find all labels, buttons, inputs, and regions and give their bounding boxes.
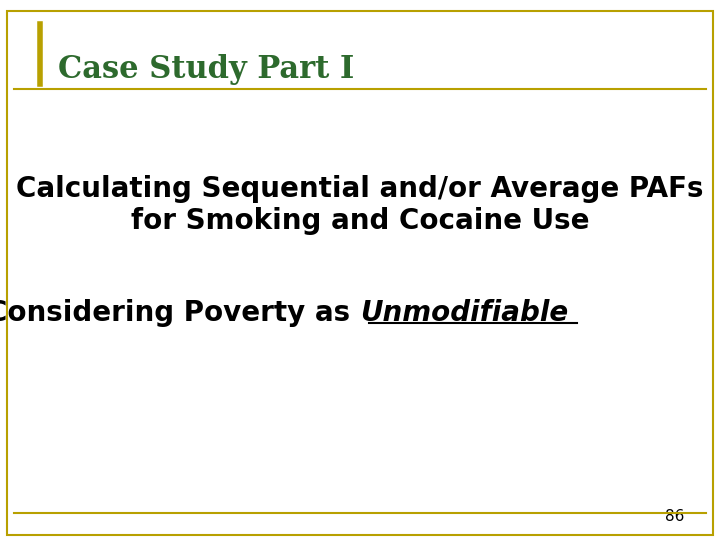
Text: Calculating Sequential and/or Average PAFs
for Smoking and Cocaine Use: Calculating Sequential and/or Average PA… [17, 175, 703, 235]
Text: Considering Poverty as: Considering Poverty as [0, 299, 360, 327]
Text: Unmodifiable: Unmodifiable [360, 299, 568, 327]
Text: Case Study Part I: Case Study Part I [58, 54, 354, 85]
Text: 86: 86 [665, 509, 684, 524]
